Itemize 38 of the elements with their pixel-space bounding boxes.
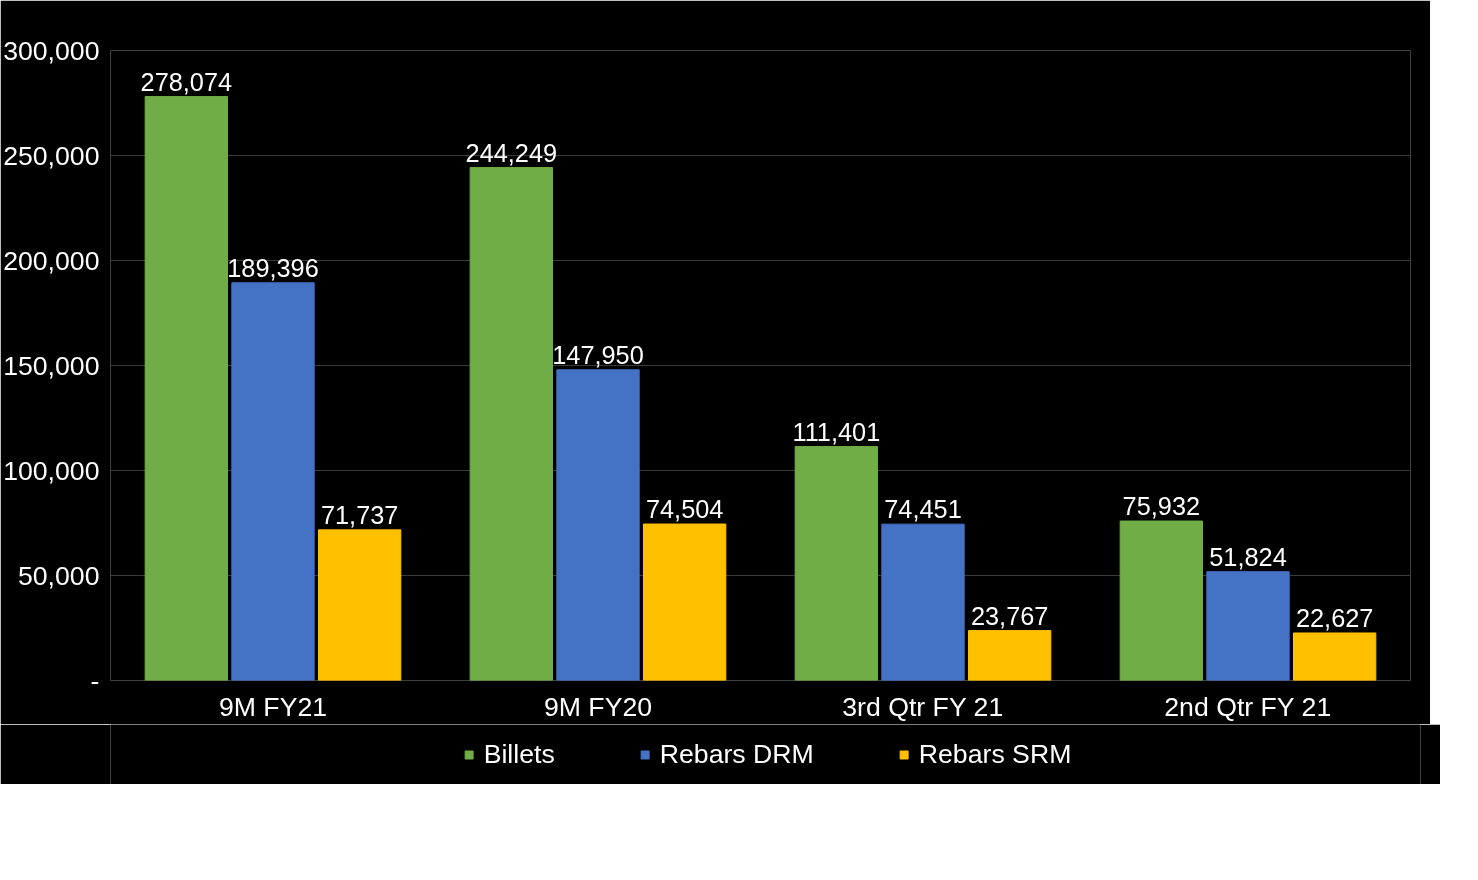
data-label: 189,396 xyxy=(227,253,319,282)
bar xyxy=(881,523,965,681)
x-tick-label: 2nd Qtr FY 21 xyxy=(1164,691,1332,722)
bar xyxy=(794,446,878,681)
legend-label: Rebars DRM xyxy=(659,738,814,770)
y-tick-label: 200,000 xyxy=(3,245,100,276)
y-tick-label: 150,000 xyxy=(3,350,100,381)
data-label: 75,932 xyxy=(1122,492,1201,521)
legend-label: Rebars SRM xyxy=(918,738,1072,770)
data-label: 23,767 xyxy=(970,601,1049,630)
data-label: 147,950 xyxy=(552,340,644,369)
y-tick-label: 250,000 xyxy=(3,140,100,171)
y-tick-label: 300,000 xyxy=(3,35,100,66)
bar xyxy=(1119,520,1203,681)
bar xyxy=(231,282,315,681)
x-tick-label: 3rd Qtr FY 21 xyxy=(842,691,1004,722)
data-label: 71,737 xyxy=(320,500,399,529)
data-label: 244,249 xyxy=(465,138,558,167)
bar xyxy=(144,96,228,681)
legend-label: Billets xyxy=(483,738,555,770)
x-tick-label: 9M FY20 xyxy=(543,691,653,722)
bar xyxy=(968,630,1052,681)
bar xyxy=(318,529,402,681)
y-tick-label: 100,000 xyxy=(3,455,100,486)
data-label: 111,401 xyxy=(792,417,881,446)
data-label: 22,627 xyxy=(1295,603,1374,632)
data-label: 51,824 xyxy=(1209,542,1287,571)
x-tick-label: 9M FY21 xyxy=(218,691,328,722)
data-label: 74,451 xyxy=(884,495,962,524)
bar xyxy=(469,167,553,681)
bar xyxy=(1293,632,1377,681)
data-label: 278,074 xyxy=(140,67,233,96)
bar xyxy=(1206,571,1290,681)
y-tick-label: 50,000 xyxy=(17,560,100,591)
bar xyxy=(643,523,727,681)
bar xyxy=(556,369,640,681)
y-tick-label: - xyxy=(90,665,100,696)
data-label: 74,504 xyxy=(645,495,724,524)
